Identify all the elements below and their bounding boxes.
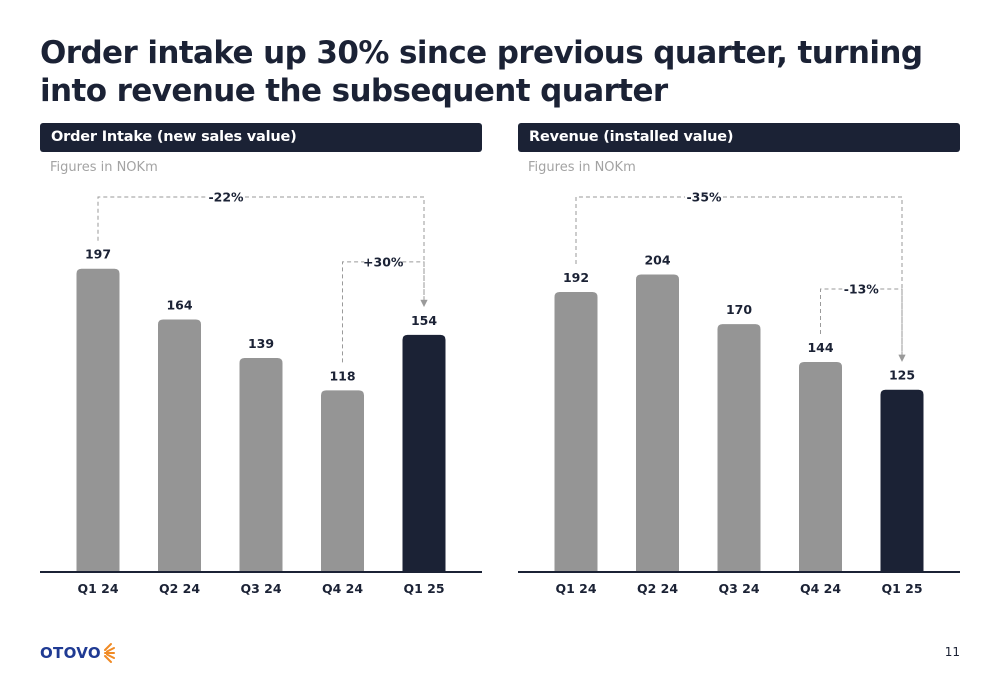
change-label: +30% (363, 254, 404, 269)
change-label: -13% (844, 282, 880, 297)
bracket-line (97, 196, 207, 241)
logo-text: OTOVO (40, 644, 101, 662)
page-title: Order intake up 30% since previous quart… (40, 35, 923, 109)
change-label: -35% (686, 190, 722, 205)
x-tick-label: Q3 24 (240, 581, 281, 596)
bracket-line (880, 288, 903, 356)
value-label: 164 (166, 298, 192, 313)
revenue-panel: Revenue (installed value) Figures in NOK… (518, 123, 960, 596)
order-intake-chart: Q1 24 Q2 24 Q3 24 Q4 24 Q1 25 197 164 139 118 154… (40, 190, 482, 596)
value-label: 118 (329, 368, 355, 383)
x-tick-label: Q3 24 (718, 581, 759, 596)
order-intake-header: Order Intake (new sales value) (40, 123, 482, 152)
x-tick-label: Q1 24 (77, 581, 118, 596)
x-tick-label: Q1 24 (555, 581, 596, 596)
bracket-arrow (420, 299, 428, 307)
bracket-line (723, 196, 903, 356)
revenue-subtitle: Figures in NOKm (528, 160, 636, 175)
bar-q1-24 (76, 268, 120, 572)
value-label: 170 (726, 302, 752, 317)
sun-icon (103, 643, 115, 663)
x-tick-label: Q2 24 (637, 581, 678, 596)
bar-q2-24 (636, 274, 679, 572)
x-tick-label: Q1 25 (881, 581, 922, 596)
x-tick-label: Q4 24 (800, 581, 841, 596)
bar-q4-24 (799, 362, 842, 572)
bracket-line (245, 196, 425, 301)
bar-q3-24 (717, 324, 761, 572)
otovo-logo: OTOVO (40, 640, 116, 666)
page-number: 11 (944, 645, 960, 659)
bar-q1-25 (402, 334, 446, 572)
value-label: 204 (644, 253, 670, 268)
value-label: 154 (411, 313, 437, 328)
order-intake-panel: Order Intake (new sales value) Figures i… (40, 123, 482, 596)
x-tick-label: Q1 25 (403, 581, 444, 596)
bracket-line (820, 288, 843, 335)
bracket-arrow (898, 354, 906, 362)
revenue-chart: Q1 24 Q2 24 Q3 24 Q4 24 Q1 25 192 204 170 144 125… (518, 190, 960, 596)
change-label: -22% (208, 190, 244, 205)
bar-q1-24 (554, 292, 598, 572)
value-label: 197 (85, 247, 111, 262)
value-label: 125 (889, 368, 915, 383)
bar-q1-25 (880, 389, 924, 572)
x-tick-label: Q4 24 (322, 581, 363, 596)
bracket-line (575, 196, 685, 265)
bracket-line (402, 261, 425, 301)
value-label: 139 (248, 336, 274, 351)
bar-q4-24 (321, 390, 364, 572)
bar-q2-24 (158, 319, 201, 572)
bracket-line (342, 261, 365, 363)
value-label: 192 (563, 270, 589, 285)
bar-q3-24 (239, 358, 283, 572)
x-tick-label: Q2 24 (159, 581, 200, 596)
order-intake-subtitle: Figures in NOKm (50, 160, 158, 175)
value-label: 144 (807, 340, 833, 355)
revenue-header: Revenue (installed value) (518, 123, 960, 152)
